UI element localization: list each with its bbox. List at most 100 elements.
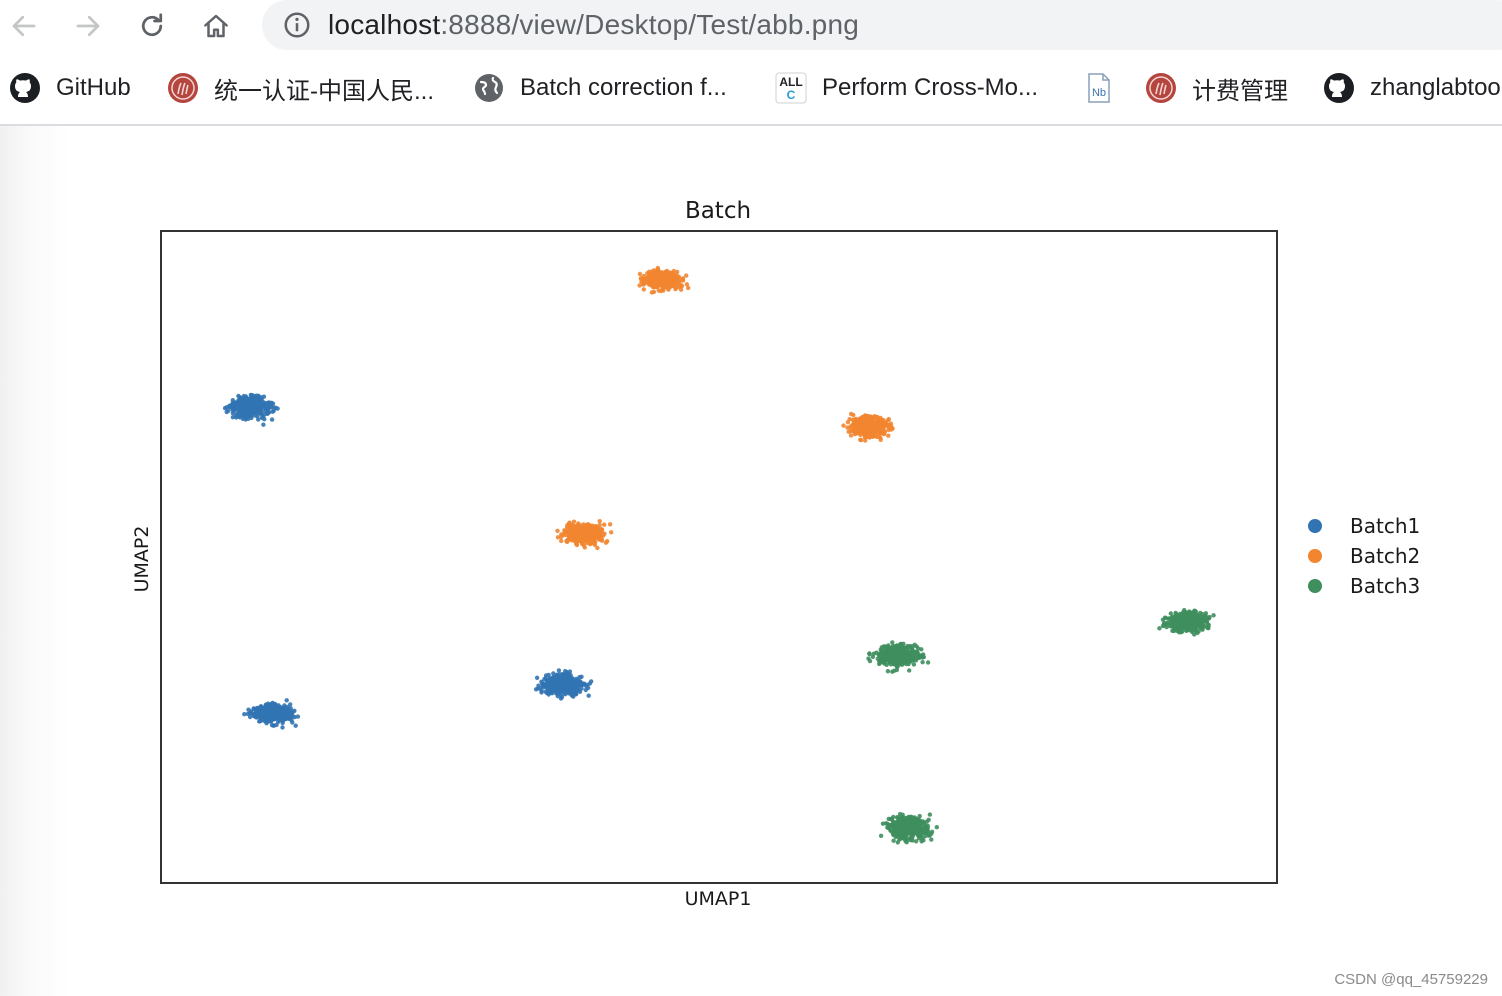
bookmark-label: 统一认证-中国人民... bbox=[214, 77, 434, 105]
data-point bbox=[242, 712, 247, 717]
data-point bbox=[906, 653, 911, 658]
data-point bbox=[257, 712, 263, 717]
data-point bbox=[882, 661, 887, 666]
legend-marker-batch3 bbox=[1308, 579, 1322, 593]
data-point bbox=[906, 825, 911, 831]
data-point bbox=[591, 528, 596, 534]
data-point bbox=[588, 535, 594, 540]
data-point bbox=[253, 409, 258, 415]
data-point bbox=[907, 668, 912, 673]
data-point bbox=[864, 421, 869, 426]
data-point bbox=[571, 678, 576, 684]
url-text: localhost:8888/view/Desktop/Test/abb.png bbox=[328, 9, 859, 41]
data-point bbox=[1200, 616, 1206, 621]
data-point bbox=[546, 672, 551, 678]
data-point bbox=[602, 522, 607, 527]
data-point bbox=[651, 289, 657, 295]
bookmark-cross-modality[interactable]: ALL C Perform Cross-Mo... bbox=[774, 70, 1038, 106]
data-point bbox=[562, 529, 567, 535]
cluster-batch3-1 bbox=[866, 640, 931, 674]
data-point bbox=[1203, 611, 1209, 616]
data-point bbox=[917, 813, 922, 819]
bookmark-label: zhanglabtoo bbox=[1370, 74, 1501, 101]
data-point bbox=[1169, 624, 1175, 629]
data-point bbox=[263, 406, 268, 411]
data-point bbox=[892, 668, 897, 673]
data-point bbox=[883, 648, 889, 653]
reload-button[interactable] bbox=[132, 6, 172, 46]
data-point bbox=[848, 433, 854, 438]
bookmark-github[interactable]: GitHub bbox=[8, 70, 131, 106]
data-point bbox=[542, 684, 547, 690]
data-point bbox=[586, 693, 591, 698]
data-point bbox=[254, 715, 259, 720]
data-point bbox=[926, 817, 931, 822]
data-point bbox=[577, 538, 582, 543]
bookmark-batch-correction[interactable]: Batch correction f... bbox=[472, 70, 727, 106]
bookmark-university-auth[interactable]: 统一认证-中国人民... bbox=[166, 70, 434, 106]
data-point bbox=[279, 708, 284, 714]
bookmark-notebook[interactable]: Nb bbox=[1082, 70, 1116, 106]
data-point bbox=[890, 426, 895, 431]
data-point bbox=[561, 683, 566, 688]
data-point bbox=[841, 423, 846, 428]
data-point bbox=[563, 688, 568, 693]
legend-label-batch3: Batch3 bbox=[1350, 574, 1420, 598]
cluster-batch2-2 bbox=[841, 411, 895, 443]
data-point bbox=[1198, 626, 1203, 631]
data-point bbox=[921, 838, 926, 843]
data-point bbox=[639, 279, 644, 284]
data-point bbox=[571, 694, 576, 699]
home-button[interactable] bbox=[196, 6, 236, 46]
bookmark-zhanglab[interactable]: zhanglabtoo bbox=[1322, 70, 1501, 106]
data-point bbox=[894, 651, 899, 657]
bookmark-label: GitHub bbox=[56, 74, 131, 101]
arrow-left-icon bbox=[12, 15, 36, 37]
data-point bbox=[567, 685, 572, 690]
data-point bbox=[1170, 614, 1175, 620]
data-point bbox=[926, 833, 932, 838]
data-point bbox=[1182, 619, 1187, 624]
data-point bbox=[258, 410, 263, 416]
data-point bbox=[678, 282, 683, 287]
data-point bbox=[927, 812, 933, 817]
image-viewer: Batch UMAP1 UMAP2 Batch1 Batch2 Batch3 CSD… bbox=[0, 126, 1502, 996]
bookmark-billing[interactable]: 计费管理 bbox=[1144, 70, 1288, 106]
data-point bbox=[246, 410, 251, 415]
data-point bbox=[902, 656, 907, 661]
data-point bbox=[563, 692, 568, 697]
data-point bbox=[233, 407, 238, 412]
data-point bbox=[886, 822, 892, 828]
data-point bbox=[915, 827, 920, 832]
data-point bbox=[1211, 613, 1216, 618]
data-point bbox=[551, 671, 556, 676]
data-point bbox=[268, 703, 273, 709]
data-point bbox=[565, 522, 570, 528]
bookmark-label: Batch correction f... bbox=[520, 74, 727, 101]
github-icon bbox=[1322, 71, 1356, 105]
umap-plot: Batch UMAP1 UMAP2 Batch1 Batch2 Batch3 bbox=[131, 198, 1420, 910]
data-point bbox=[563, 669, 568, 674]
data-point bbox=[287, 716, 292, 722]
data-point bbox=[556, 668, 562, 673]
data-point bbox=[898, 656, 904, 661]
forward-button[interactable] bbox=[68, 6, 108, 46]
back-button[interactable] bbox=[4, 6, 44, 46]
address-bar[interactable]: localhost:8888/view/Desktop/Test/abb.png bbox=[262, 0, 1502, 50]
data-point bbox=[288, 706, 293, 711]
data-point bbox=[256, 417, 261, 422]
info-icon[interactable] bbox=[282, 10, 312, 40]
data-point bbox=[906, 830, 912, 836]
data-point bbox=[1164, 624, 1169, 630]
data-point bbox=[274, 704, 280, 709]
data-point bbox=[261, 422, 266, 427]
home-icon bbox=[204, 14, 228, 38]
data-point bbox=[913, 839, 919, 844]
data-point bbox=[276, 709, 281, 714]
data-point bbox=[295, 714, 301, 719]
data-point bbox=[248, 709, 254, 714]
data-point bbox=[570, 537, 575, 542]
data-point bbox=[584, 540, 590, 546]
data-point bbox=[870, 654, 876, 659]
data-point bbox=[293, 723, 298, 728]
